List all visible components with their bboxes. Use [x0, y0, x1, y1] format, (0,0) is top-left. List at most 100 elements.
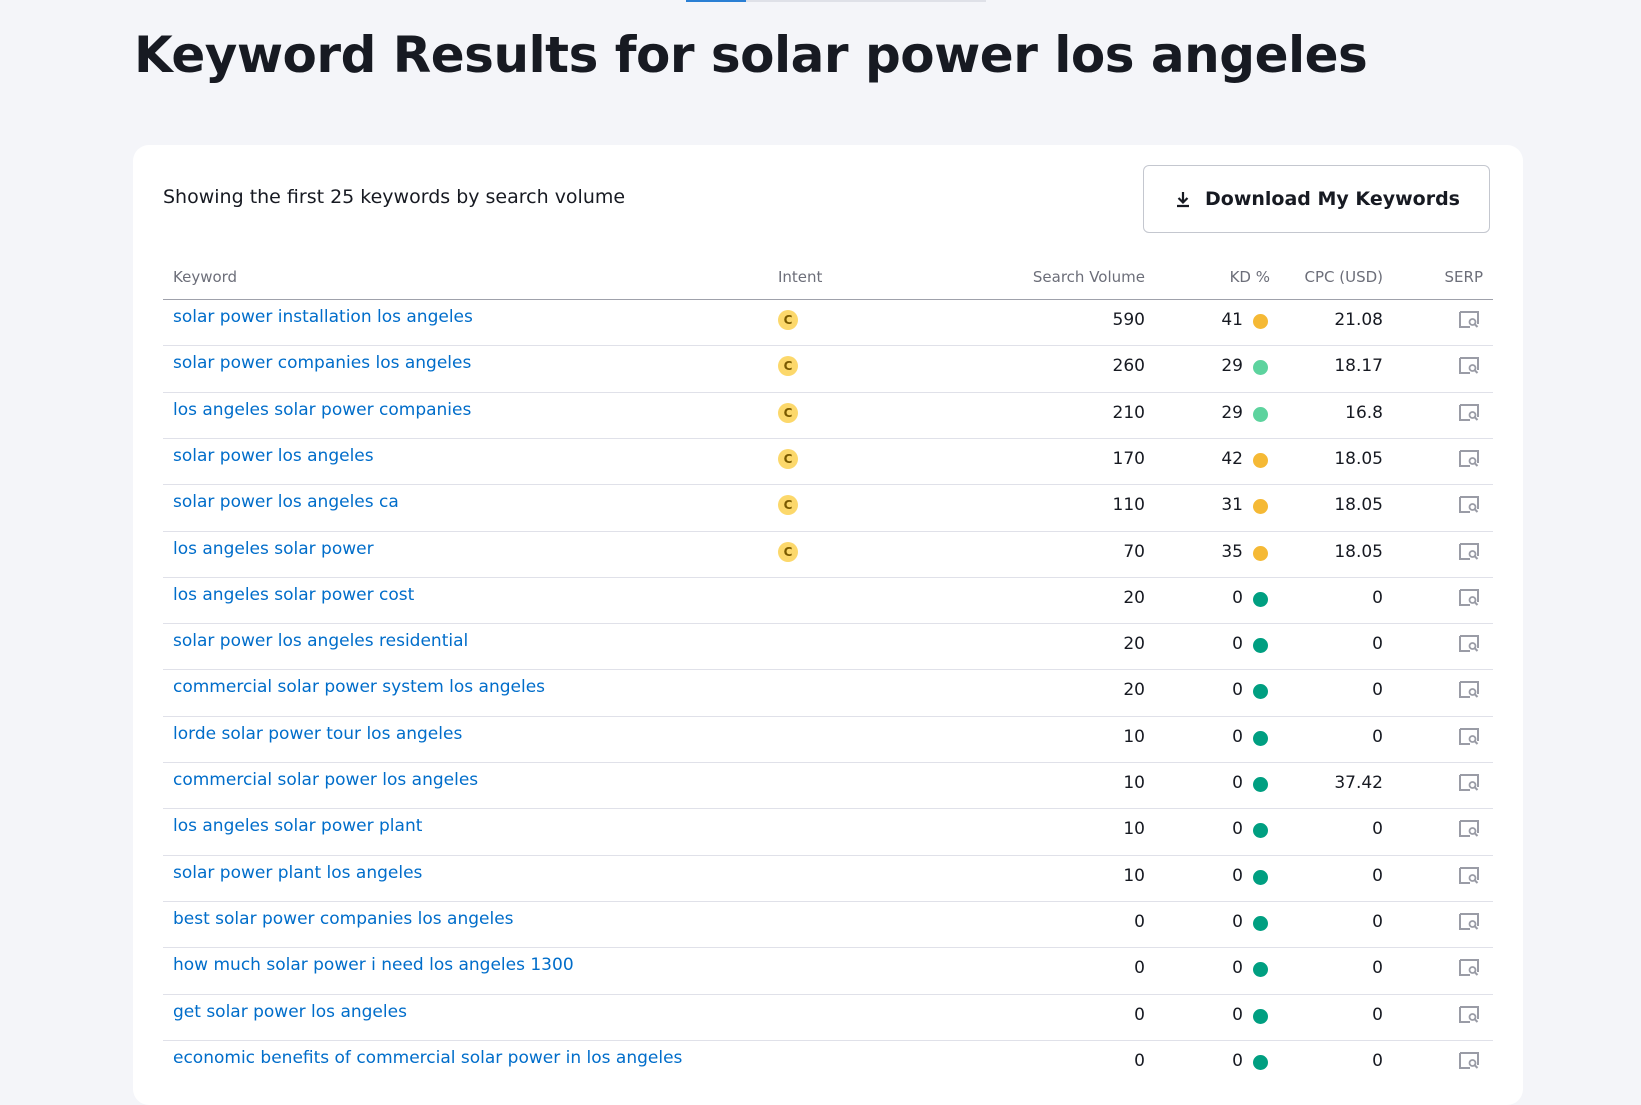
page-title: Keyword Results for solar power los ange…: [134, 26, 1368, 84]
kd-value: 0: [1232, 958, 1243, 979]
serp-icon[interactable]: [1459, 912, 1479, 935]
serp-icon[interactable]: [1459, 357, 1479, 379]
search-volume: 10: [1123, 865, 1145, 886]
row-line: [163, 947, 1493, 949]
cpc: 0: [1372, 634, 1383, 655]
serp-icon[interactable]: [1459, 1005, 1479, 1028]
row-line: [163, 715, 1493, 717]
tab-indicator: [686, 0, 746, 2]
page: {"header":{"title":"Keyword Results for …: [133, 0, 1523, 1105]
row-line: [163, 345, 1493, 347]
row-line: [163, 437, 1493, 439]
cpc: 16.8: [1345, 402, 1383, 423]
kd-dot: [1253, 777, 1268, 792]
serp-icon[interactable]: [1459, 588, 1479, 611]
kd-value: 31: [1221, 495, 1243, 516]
column-header: SERP: [1444, 268, 1483, 286]
serp-icon[interactable]: [1459, 727, 1479, 750]
kd-dot: [1253, 1008, 1268, 1024]
serp-icon[interactable]: [1459, 959, 1479, 981]
kd-dot: [1253, 730, 1268, 746]
kd-value: 35: [1221, 541, 1243, 562]
column-header: CPC (USD): [1304, 268, 1383, 286]
serp-icon[interactable]: [1459, 681, 1479, 703]
header-line: [163, 299, 1493, 300]
keyword-link[interactable]: solar power plant los angeles: [173, 862, 423, 883]
search-volume: 0: [1134, 1050, 1145, 1071]
subtitle: Showing the first 25 keywords by search …: [163, 186, 626, 208]
cpc: 0: [1372, 819, 1383, 840]
search-volume: 0: [1134, 1004, 1145, 1025]
kd-value: 0: [1232, 587, 1243, 608]
keyword-link[interactable]: solar power los angeles: [173, 445, 374, 466]
keyword-link[interactable]: los angeles solar power plant: [173, 816, 423, 837]
search-volume: 260: [1112, 356, 1145, 377]
serp-icon[interactable]: [1459, 449, 1479, 472]
serp-icon[interactable]: [1459, 774, 1479, 796]
serp-icon[interactable]: [1459, 820, 1479, 842]
row-line: [163, 530, 1493, 532]
row-line: [163, 854, 1493, 856]
keyword-link[interactable]: lorde solar power tour los angeles: [173, 723, 463, 744]
cpc: 0: [1372, 587, 1383, 608]
serp-icon[interactable]: [1459, 496, 1479, 518]
search-volume: 10: [1123, 726, 1145, 747]
serp-icon[interactable]: [1459, 866, 1479, 889]
row-line: [163, 623, 1493, 625]
kd-dot: [1253, 869, 1268, 885]
serp-icon[interactable]: [1459, 635, 1479, 657]
keyword-link[interactable]: solar power los angeles residential: [173, 631, 469, 652]
keyword-link[interactable]: solar power installation los angeles: [173, 307, 473, 327]
cpc: 18.05: [1334, 495, 1383, 516]
search-volume: 20: [1123, 587, 1145, 608]
keyword-link[interactable]: how much solar power i need los angeles …: [173, 955, 574, 976]
column-header: Intent: [778, 268, 823, 286]
search-volume: 20: [1123, 634, 1145, 655]
keyword-link[interactable]: economic benefits of commercial solar po…: [173, 1047, 683, 1068]
kd-value: 0: [1232, 911, 1243, 932]
cpc: 0: [1372, 726, 1383, 747]
search-volume: 210: [1112, 402, 1145, 423]
search-volume: 590: [1112, 310, 1145, 330]
serp-icon[interactable]: [1459, 311, 1479, 333]
cpc: 37.42: [1334, 773, 1383, 793]
column-header: Keyword: [173, 268, 238, 286]
column-header: Search Volume: [1032, 268, 1145, 286]
search-volume: 0: [1134, 958, 1145, 979]
cpc: 0: [1372, 1050, 1383, 1071]
kd-dot: [1253, 638, 1268, 654]
search-volume: 170: [1112, 448, 1145, 469]
keyword-link[interactable]: commercial solar power system los angele…: [173, 677, 546, 698]
keyword-link[interactable]: los angeles solar power: [173, 538, 374, 559]
kd-value: 42: [1221, 448, 1243, 469]
intent-badge: C: [778, 448, 798, 469]
kd-value: 0: [1232, 773, 1243, 793]
cpc: 18.17: [1334, 356, 1383, 377]
row-line: [163, 900, 1493, 902]
keyword-link[interactable]: best solar power companies los angeles: [173, 908, 514, 929]
serp-icon[interactable]: [1459, 542, 1479, 565]
kd-value: 41: [1221, 310, 1243, 330]
serp-icon[interactable]: [1459, 1051, 1479, 1074]
kd-value: 0: [1232, 819, 1243, 840]
kd-dot: [1253, 962, 1268, 978]
keyword-link[interactable]: get solar power los angeles: [173, 1001, 407, 1022]
kd-value: 0: [1232, 634, 1243, 655]
kd-dot: [1253, 684, 1268, 700]
search-volume: 70: [1123, 541, 1145, 562]
row-line: [163, 762, 1493, 763]
keyword-link[interactable]: solar power los angeles ca: [173, 492, 399, 513]
keyword-link[interactable]: commercial solar power los angeles: [173, 770, 479, 790]
kd-dot: [1253, 591, 1268, 607]
keyword-link[interactable]: solar power companies los angeles: [173, 353, 472, 374]
cpc: 21.08: [1334, 310, 1383, 330]
results-card: [133, 145, 1523, 1105]
search-volume: 20: [1123, 680, 1145, 701]
keyword-link[interactable]: los angeles solar power companies: [173, 399, 472, 420]
serp-icon[interactable]: [1459, 403, 1479, 426]
download-button[interactable]: Download My Keywords: [1143, 165, 1490, 233]
kd-dot: [1253, 823, 1268, 839]
keyword-link[interactable]: los angeles solar power cost: [173, 584, 415, 605]
intent-badge: C: [778, 402, 798, 423]
cpc: 0: [1372, 680, 1383, 701]
